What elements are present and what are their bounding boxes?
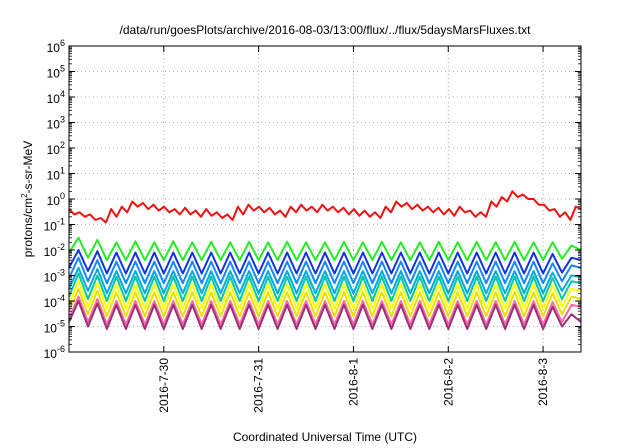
chart-ticks: 10610510410310210110010-110-210-310-410-… <box>44 38 581 413</box>
y-tick-label-base: 10 <box>44 245 58 259</box>
y-tick-label-base: 10 <box>47 194 61 208</box>
x-tick-label: 2016-8-2 <box>441 358 455 406</box>
y-tick-label-exponent: 3 <box>60 115 65 125</box>
series-line-9 <box>68 295 582 326</box>
y-tick-label-base: 10 <box>47 118 61 132</box>
x-tick-label: 2016-7-31 <box>252 358 266 413</box>
y-tick-label-exponent: 2 <box>60 140 65 150</box>
y-tick-label: 105 <box>47 64 65 81</box>
x-tick-label: 2016-8-3 <box>536 358 550 406</box>
series-line-4 <box>68 256 582 285</box>
y-tick-label-base: 10 <box>44 220 58 234</box>
y-tick-label-base: 10 <box>47 67 61 81</box>
y-tick-label: 10-4 <box>44 293 65 310</box>
y-tick-label-base: 10 <box>47 143 61 157</box>
y-axis-label-suffix: -s-sr-MeV <box>21 141 35 194</box>
y-tick-label-exponent: 1 <box>60 166 65 176</box>
y-tick-label: 101 <box>47 166 65 183</box>
chart-title: /data/run/goesPlots/archive/2016-08-03/1… <box>120 23 532 37</box>
y-tick-label: 102 <box>47 140 65 157</box>
series-line-8 <box>68 287 582 318</box>
y-tick-label-base: 10 <box>44 322 58 336</box>
chart-series-group <box>68 190 582 330</box>
y-tick-label: 104 <box>47 89 65 106</box>
y-tick-label-exponent: -3 <box>57 268 65 278</box>
x-tick-label: 2016-7-30 <box>157 358 171 413</box>
y-tick-label-exponent: -4 <box>57 293 65 303</box>
series-line-3 <box>68 249 582 275</box>
y-tick-label: 10-2 <box>44 242 65 259</box>
y-tick-label: 10-3 <box>44 268 65 285</box>
y-tick-label: 10-1 <box>44 217 65 234</box>
series-line-5 <box>68 266 582 295</box>
series-line-10 <box>68 300 582 330</box>
y-tick-label-base: 10 <box>44 271 58 285</box>
y-tick-label-exponent: 5 <box>60 64 65 74</box>
y-tick-label-base: 10 <box>44 296 58 310</box>
x-axis-label: Coordinated Universal Time (UTC) <box>233 430 417 444</box>
y-tick-label-exponent: 0 <box>60 191 65 201</box>
y-tick-label-exponent: -1 <box>57 217 65 227</box>
y-axis-label: protons/cm2-s-sr-MeV <box>20 141 35 257</box>
y-axis-label-prefix: protons/cm <box>21 198 35 257</box>
y-tick-label-exponent: 4 <box>60 89 65 99</box>
series-line-7 <box>68 280 582 310</box>
y-tick-label-base: 10 <box>47 41 61 55</box>
series-line-1 <box>68 190 582 224</box>
series-line-6 <box>68 272 582 302</box>
y-tick-label-base: 10 <box>47 92 61 106</box>
y-tick-label: 103 <box>47 115 65 132</box>
y-tick-label-exponent: 6 <box>60 38 65 48</box>
y-tick-label-exponent: -6 <box>57 344 65 354</box>
y-tick-label: 100 <box>47 191 65 208</box>
y-tick-label-base: 10 <box>44 347 58 361</box>
series-line-2 <box>68 236 582 262</box>
y-tick-label-base: 10 <box>47 169 61 183</box>
y-tick-label-exponent: -5 <box>57 319 65 329</box>
y-tick-label: 10-6 <box>44 344 65 361</box>
y-tick-label: 106 <box>47 38 65 55</box>
x-tick-label: 2016-8-1 <box>346 358 360 406</box>
y-axis-label-superscript: 2 <box>20 193 29 198</box>
y-tick-label: 10-5 <box>44 319 65 336</box>
y-tick-label-exponent: -2 <box>57 242 65 252</box>
